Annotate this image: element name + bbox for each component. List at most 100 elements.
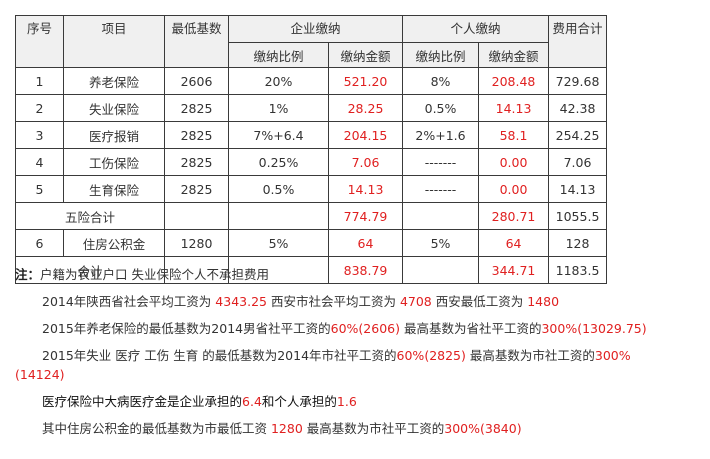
note-text: 最高基数为市社工资的 [465, 348, 595, 363]
cell-personal-rate: ------- [402, 148, 480, 176]
note-text: 2014年陕西省社会平均工资为 [42, 294, 216, 309]
note-text: 最高基数为市社平工资的 [302, 421, 445, 436]
cell-company-rate: 7%+6.4 [228, 121, 329, 149]
note-value: 300% [594, 348, 631, 363]
cell-seq: 5 [15, 175, 64, 203]
cell-company-rate: 0.5% [228, 175, 329, 203]
note-3-cont: (14124) [15, 367, 65, 382]
note-3: 2015年失业 医疗 工伤 生育 的最低基数为2014年市社平工资的60%(28… [42, 348, 631, 364]
cell-company-amount: 14.13 [327, 175, 404, 203]
note-text: 2015年失业 医疗 工伤 生育 的最低基数为2014年市社平工资的 [42, 348, 397, 363]
cell-item: 工伤保险 [63, 148, 165, 176]
cell-company-amount: 7.06 [327, 148, 404, 176]
note-value: 60%(2825) [396, 348, 466, 363]
cell-personal-rate [402, 256, 480, 284]
cell-total: 729.68 [548, 67, 608, 95]
cell-personal-amount: 64 [478, 229, 550, 257]
note-4: 医疗保险中大病医疗金是企业承担的6.4和个人承担的1.6 [42, 394, 357, 410]
cell-base [164, 256, 229, 284]
cell-total: 7.06 [548, 148, 608, 176]
header-company-rate: 缴纳比例 [228, 42, 329, 68]
cell-total: 42.38 [548, 94, 608, 122]
cell-company-amount: 28.25 [327, 94, 404, 122]
header-min-base: 最低基数 [164, 15, 229, 68]
cell-item: 失业保险 [63, 94, 165, 122]
cell-seq: 6 [15, 229, 64, 257]
note-1: 2014年陕西省社会平均工资为 4343.25 西安市社会平均工资为 4708 … [42, 294, 559, 310]
cell-company-rate: 20% [228, 67, 329, 95]
header-personal: 个人缴纳 [402, 15, 550, 43]
note-2: 2015年养老保险的最低基数为2014男省社平工资的60%(2606) 最高基数… [42, 321, 647, 337]
cell-personal-amount: 14.13 [478, 94, 550, 122]
note-label: 注： [15, 267, 41, 282]
cell-seq: 4 [15, 148, 64, 176]
grand-total: 1183.5 [548, 256, 608, 284]
table-row: 4 工伤保险 2825 0.25% 7.06 ------- 0.00 7.06 [15, 148, 608, 176]
cell-company-amount: 204.15 [327, 121, 404, 149]
table-row: 3 医疗报销 2825 7%+6.4 204.15 2%+1.6 58.1 25… [15, 121, 608, 149]
grand-total-row: 合计 838.79 344.71 1183.5 [15, 256, 608, 284]
cell-seq: 2 [15, 94, 64, 122]
cell-company-rate: 5% [228, 229, 329, 257]
note-value: 300%(3840) [444, 421, 522, 436]
cell-base: 2606 [164, 67, 229, 95]
table-row: 5 生育保险 2825 0.5% 14.13 ------- 0.00 14.1… [15, 175, 608, 203]
cell-base: 2825 [164, 121, 229, 149]
subtotal-personal-amount: 280.71 [478, 202, 550, 230]
header-row: 序号 项目 最低基数 企业缴纳 个人缴纳 费用合计 [15, 15, 608, 68]
cell-company-rate: 1% [228, 94, 329, 122]
cell-personal-rate: ------- [402, 175, 480, 203]
note-text: 和个人承担的 [261, 394, 337, 409]
cell-base [164, 202, 229, 230]
cell-item: 生育保险 [63, 175, 165, 203]
cell-total: 128 [548, 229, 608, 257]
cell-company-amount: 64 [327, 229, 404, 257]
note-text: 其中住房公积金的最低基数为市最低工资 [42, 421, 271, 436]
cell-item: 养老保险 [63, 67, 165, 95]
cell-seq: 3 [15, 121, 64, 149]
note-text: 户籍为农业户口 失业保险个人不承担费用 [40, 267, 269, 282]
cell-base: 2825 [164, 148, 229, 176]
subtotal-total: 1055.5 [548, 202, 608, 230]
note-5: 其中住房公积金的最低基数为市最低工资 1280 最高基数为市社平工资的300%(… [42, 421, 522, 437]
note-text: 医疗保险中大病医疗金是企业承担的 [42, 394, 243, 409]
header-seq: 序号 [15, 15, 64, 68]
note-0: 注：户籍为农业户口 失业保险个人不承担费用 [15, 267, 269, 283]
cell-seq: 1 [15, 67, 64, 95]
cell-personal-amount: 58.1 [478, 121, 550, 149]
note-value: 1.6 [336, 394, 357, 409]
note-text: 西安最低工资为 [431, 294, 528, 309]
cell-personal-rate: 2%+1.6 [402, 121, 480, 149]
note-value: 1280 [270, 421, 303, 436]
subtotal-company-amount: 774.79 [327, 202, 404, 230]
header-total: 费用合计 [548, 15, 608, 68]
cell-personal-rate: 0.5% [402, 94, 480, 122]
table-row: 2 失业保险 2825 1% 28.25 0.5% 14.13 42.38 [15, 94, 608, 122]
header-company: 企业缴纳 [227, 15, 404, 43]
housing-row: 6 住房公积金 1280 5% 64 5% 64 128 [15, 229, 608, 257]
header-personal-rate: 缴纳比例 [402, 42, 480, 68]
cell-base: 2825 [164, 175, 229, 203]
cell-personal-amount: 0.00 [478, 175, 550, 203]
grand-company-amount: 838.79 [327, 256, 404, 284]
cell-total: 14.13 [548, 175, 608, 203]
cell-personal-amount: 208.48 [478, 67, 550, 95]
subtotal-label: 五险合计 [15, 202, 165, 230]
cell-personal-rate: 5% [402, 229, 480, 257]
header-personal-amount: 缴纳金额 [478, 42, 550, 68]
cell-company-rate: 0.25% [228, 148, 329, 176]
insurance-table: 序号 项目 最低基数 企业缴纳 个人缴纳 费用合计 缴纳比例 缴纳金额 缴纳比例… [15, 15, 608, 284]
cell-item: 医疗报销 [63, 121, 165, 149]
header-item: 项目 [63, 15, 165, 68]
cell-base: 1280 [164, 229, 229, 257]
cell-personal-rate: 8% [402, 67, 480, 95]
note-value: 4343.25 [215, 294, 267, 309]
cell-personal-amount: 0.00 [478, 148, 550, 176]
note-value: 60%(2606) [330, 321, 400, 336]
table-row: 1 养老保险 2606 20% 521.20 8% 208.48 729.68 [15, 67, 608, 95]
cell-company-rate [228, 202, 329, 230]
note-value: 6.4 [242, 394, 262, 409]
grand-total-label: 合计 [15, 256, 165, 284]
note-text: 西安市社会平均工资为 [267, 294, 400, 309]
note-value: 4708 [399, 294, 432, 309]
